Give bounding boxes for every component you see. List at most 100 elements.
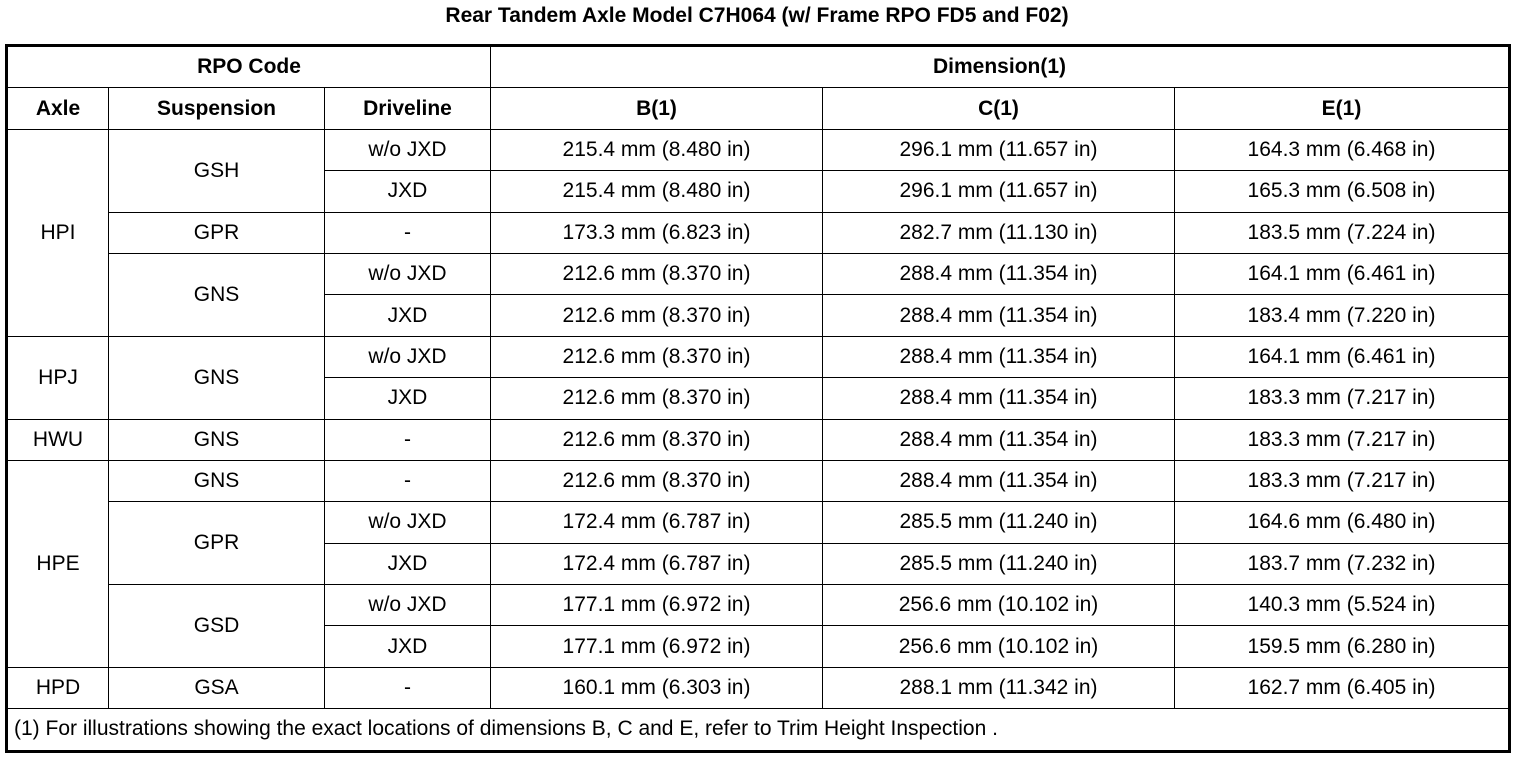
dimension-cell: 164.1 mm (6.461 in) (1173, 335, 1511, 379)
dimension-cell: 172.4 mm (6.787 in) (490, 542, 823, 586)
dimension-cell: 177.1 mm (6.972 in) (490, 625, 823, 668)
dimension-cell: 177.1 mm (6.972 in) (490, 584, 823, 627)
column-header: Axle (6, 87, 109, 130)
driveline-cell: JXD (324, 377, 491, 420)
dimension-cell: 164.6 mm (6.480 in) (1173, 501, 1511, 544)
dimension-cell: 160.1 mm (6.303 in) (490, 666, 823, 710)
dimension-cell: 215.4 mm (8.480 in) (490, 170, 823, 213)
driveline-cell: JXD (324, 625, 491, 668)
suspension-cell: GSA (108, 666, 325, 710)
table-row: GSD w/o JXD 177.1 mm (6.972 in) 256.6 mm (1… (7, 584, 1511, 668)
axle-cell: HPE (6, 459, 109, 668)
suspension-cell: GSD (108, 584, 325, 668)
dimension-cell: 212.6 mm (8.370 in) (490, 459, 823, 503)
suspension-cell: GNS (108, 459, 325, 503)
group-header: Dimension(1) (489, 44, 1511, 89)
group-header: RPO Code (6, 44, 491, 89)
suspension-cell: GNS (108, 418, 325, 461)
dimension-cell: 164.3 mm (6.468 in) (1173, 128, 1511, 172)
dimension-cell: 172.4 mm (6.787 in) (490, 501, 823, 544)
dimension-cell: 256.6 mm (10.102 in) (822, 584, 1175, 627)
table-row: (1) For illustrations showing the exact … (5, 708, 1511, 752)
driveline-cell: w/o JXD (324, 501, 491, 544)
title: Rear Tandem Axle Model C7H064 (w/ Frame … (445, 4, 1069, 27)
suspension-cell: GSH (108, 128, 325, 213)
table-row: JXD 215.4 mm (8.480 in) 296.1 mm (11.657 i… (7, 170, 1511, 213)
table-row: JXD 212.6 mm (8.370 in) 288.4 mm (11.354 i… (7, 294, 1511, 337)
dimension-cell: 215.4 mm (8.480 in) (490, 128, 823, 172)
column-header: E(1) (1173, 87, 1511, 130)
dimension-cell: 212.6 mm (8.370 in) (490, 335, 823, 379)
dimension-cell: 296.1 mm (11.657 in) (822, 128, 1175, 172)
driveline-cell: JXD (324, 294, 491, 337)
driveline-cell: JXD (324, 542, 491, 586)
driveline-cell: - (324, 666, 491, 710)
table-row: GPR -173.3 mm (6.823 in) 282.7 mm (11.130 … (7, 211, 1511, 254)
table-row: HPI GSH w/o JXD 215.4 mm (8.480 in) 296.1 mm… (6, 128, 1511, 337)
dimension-cell: 285.5 mm (11.240 in) (822, 501, 1175, 544)
suspension-cell: GPR (108, 501, 325, 586)
dimension-cell: 288.4 mm (11.354 in) (822, 418, 1175, 461)
suspension-cell: GNS (108, 335, 325, 420)
table-row: HWU GNS -212.6 mm (8.370 in) 288.4 mm (11.3… (6, 418, 1511, 461)
dimension-cell: 288.4 mm (11.354 in) (822, 335, 1175, 379)
column-header: C(1) (822, 87, 1175, 130)
dimension-cell: 183.3 mm (7.217 in) (1173, 418, 1511, 461)
driveline-cell: - (324, 211, 491, 254)
dimension-cell: 256.6 mm (10.102 in) (822, 625, 1175, 668)
axle-table: RPO Code Dimension(1) Axle Suspension Drivel… (5, 44, 1512, 753)
dimension-cell: 288.1 mm (11.342 in) (822, 666, 1175, 710)
column-header: Driveline (324, 87, 491, 130)
dimension-cell: 140.3 mm (5.524 in) (1173, 584, 1511, 627)
driveline-cell: w/o JXD (324, 252, 491, 296)
dimension-cell: 159.5 mm (6.280 in) (1173, 625, 1511, 668)
driveline-cell: w/o JXD (324, 128, 491, 172)
column-header: B(1) (490, 87, 823, 130)
table-row: RPO Code Dimension(1) (6, 44, 1511, 89)
driveline-cell: - (324, 459, 491, 503)
dimension-cell: 282.7 mm (11.130 in) (822, 211, 1175, 254)
axle-cell: HPJ (6, 335, 109, 420)
axle-cell: HPI (6, 128, 109, 337)
table-row: Axle Suspension Driveline B(1) C(1) E(1) (6, 87, 1511, 130)
dimension-cell: 285.5 mm (11.240 in) (822, 542, 1175, 586)
dimension-cell: 288.4 mm (11.354 in) (822, 459, 1175, 503)
table-row: HPE GNS -212.6 mm (8.370 in) 288.4 mm (11.3… (6, 459, 1511, 668)
dimension-cell: 164.1 mm (6.461 in) (1173, 252, 1511, 296)
dimension-cell: 212.6 mm (8.370 in) (490, 418, 823, 461)
driveline-cell: w/o JXD (324, 335, 491, 379)
suspension-cell: GNS (108, 252, 325, 337)
dimension-cell: 288.4 mm (11.354 in) (822, 252, 1175, 296)
dimension-cell: 165.3 mm (6.508 in) (1173, 170, 1511, 213)
table-row: JXD 172.4 mm (6.787 in) 285.5 mm (11.240 i… (7, 542, 1511, 586)
table-row: JXD 212.6 mm (8.370 in) 288.4 mm (11.354 i… (7, 377, 1511, 420)
table-body: RPO Code Dimension(1) Axle Suspension Drivel… (5, 44, 1511, 752)
column-header: Suspension (108, 87, 325, 130)
dimension-cell: 173.3 mm (6.823 in) (490, 211, 823, 254)
suspension-cell: GPR (108, 211, 325, 254)
dimension-cell: 212.6 mm (8.370 in) (490, 252, 823, 296)
driveline-cell: - (324, 418, 491, 461)
dimension-cell: 183.4 mm (7.220 in) (1173, 294, 1511, 337)
table-row: HPJ GNS w/o JXD 212.6 mm (8.370 in) 288.4 mm… (6, 335, 1511, 420)
table-row: HPD GSA -160.1 mm (6.303 in) 288.1 mm (11.3… (6, 666, 1511, 710)
dimension-cell: 183.3 mm (7.217 in) (1173, 459, 1511, 503)
axle-cell: HPD (6, 666, 109, 710)
axle-cell: HWU (6, 418, 109, 461)
dimension-cell: 296.1 mm (11.657 in) (822, 170, 1175, 213)
dimension-cell: 183.3 mm (7.217 in) (1173, 377, 1511, 420)
dimension-cell: 288.4 mm (11.354 in) (822, 294, 1175, 337)
table-row: GNS w/o JXD 212.6 mm (8.370 in) 288.4 mm (1… (7, 252, 1511, 337)
table-row: GPR w/o JXD 172.4 mm (6.787 in) 285.5 mm (1… (7, 501, 1511, 586)
driveline-cell: w/o JXD (324, 584, 491, 627)
table-row: JXD 177.1 mm (6.972 in) 256.6 mm (10.102 i… (7, 625, 1511, 668)
dimension-cell: 183.7 mm (7.232 in) (1173, 542, 1511, 586)
driveline-cell: JXD (324, 170, 491, 213)
footnote: (1) For illustrations showing the exact … (5, 708, 1511, 752)
dimension-cell: 162.7 mm (6.405 in) (1173, 666, 1511, 710)
dimension-cell: 288.4 mm (11.354 in) (822, 377, 1175, 420)
dimension-cell: 212.6 mm (8.370 in) (490, 294, 823, 337)
dimension-cell: 212.6 mm (8.370 in) (490, 377, 823, 420)
dimension-cell: 183.5 mm (7.224 in) (1173, 211, 1511, 254)
